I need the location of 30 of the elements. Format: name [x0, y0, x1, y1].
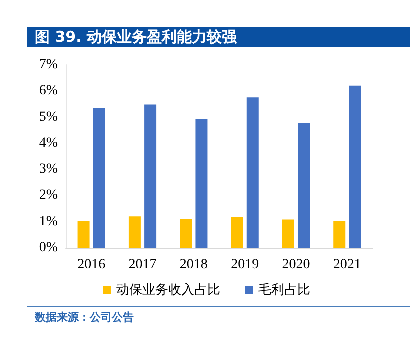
x-tick-label: 2021 [333, 258, 362, 272]
bar [180, 218, 192, 248]
bar [231, 217, 244, 248]
y-tick-label: 1% [39, 214, 58, 230]
chart-title: 图 39. 动保业务盈利能力较强 [27, 27, 410, 47]
y-tick-label: 3% [39, 162, 58, 178]
source-note: 数据来源：公司公告 [35, 310, 134, 325]
legend-label: 毛利占比 [258, 283, 310, 298]
bar [144, 104, 157, 248]
y-tick-label: 2% [39, 188, 58, 204]
y-tick-label: 5% [39, 110, 58, 125]
x-tick-label: 2020 [282, 258, 310, 272]
bar [282, 220, 294, 248]
bar [196, 119, 208, 248]
bar [246, 98, 259, 248]
y-tick-label: 4% [39, 136, 58, 151]
bar [128, 216, 141, 248]
bar [334, 221, 346, 248]
y-tick-label: 0% [39, 240, 58, 256]
x-tick-label: 2016 [78, 258, 106, 272]
bar [298, 123, 310, 248]
bar [78, 221, 90, 248]
y-tick-label: 6% [39, 84, 58, 99]
x-tick-label: 2017 [128, 258, 157, 272]
x-tick-label: 2019 [231, 258, 260, 272]
legend-label: 动保业务收入占比 [116, 283, 220, 298]
bar [349, 86, 362, 248]
y-tick-label: 7% [39, 58, 58, 72]
x-tick-label: 2018 [180, 258, 208, 272]
bar [93, 108, 106, 248]
